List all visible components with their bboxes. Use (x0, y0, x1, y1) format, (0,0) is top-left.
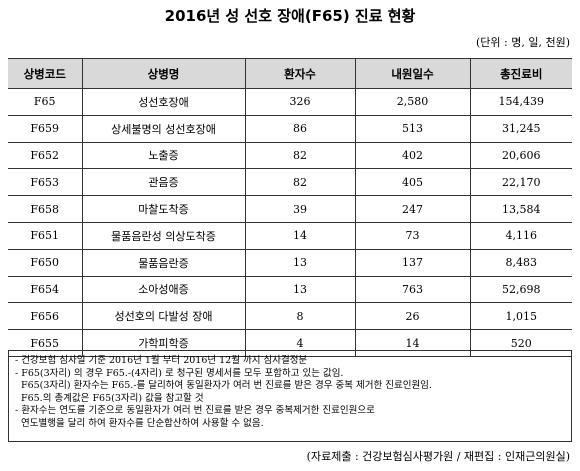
table-cell: 4,116 (469, 221, 572, 250)
table-cell: 물품음란성 의상도착증 (81, 221, 246, 250)
table-row: F656 성선호의 다발성 장애 8 26 1,015 (8, 302, 572, 331)
table-row: F655 가학피학증 4 14 520 (8, 329, 572, 357)
table-cell: 73 (354, 221, 471, 250)
table-row: F659 상세불명의 성선호장애 86 513 31,245 (8, 114, 572, 143)
note-line: F65(3자리) 환자수는 F65.-를 달리하여 동일환자가 여러 번 진료를… (21, 380, 432, 391)
table-cell: 2,580 (354, 88, 471, 116)
table-row: F650 물품음란증 13 137 8,483 (8, 248, 572, 277)
table-cell: 8 (244, 302, 356, 331)
table-body: F65 성선호장애 326 2,580 154,439 F659 상세불명의 성선호장애 86… (8, 88, 572, 357)
table-cell: F651 (8, 221, 83, 250)
table-cell: 가학피학증 (81, 329, 246, 357)
table-cell: 763 (354, 275, 471, 304)
table-cell: 52,698 (469, 275, 572, 304)
table-row: F652 노출증 82 402 20,606 (8, 141, 572, 170)
table-cell: 상세불명의 성선호장애 (81, 114, 246, 143)
table-cell: 14 (354, 329, 471, 357)
table-cell: 86 (244, 114, 356, 143)
table-row: F651 물품음란성 의상도착증 14 73 4,116 (8, 221, 572, 250)
table-cell: 8,483 (469, 248, 572, 277)
table-cell: 13 (244, 275, 356, 304)
table-row: F65 성선호장애 326 2,580 154,439 (8, 88, 572, 116)
table-cell: 13 (244, 248, 356, 277)
table-cell: F656 (8, 302, 83, 331)
table-cell: 26 (354, 302, 471, 331)
note-line: - 건강보험 심사일 기준 2016년 1월 부터 2016년 12월 까지 심… (15, 355, 308, 366)
table-cell: 513 (354, 114, 471, 143)
table-cell: 성선호의 다발성 장애 (81, 302, 246, 331)
table: 상병코드 상병명 환자수 내원일수 총진료비 F65 성선호장애 326 2,580 154,4… (8, 58, 572, 357)
table-cell: 성선호장애 (81, 88, 246, 116)
table-cell: 137 (354, 248, 471, 277)
table-cell: 402 (354, 141, 471, 170)
column-header: 상병코드 (8, 58, 83, 89)
table-cell: 22,170 (469, 168, 572, 197)
table-cell: 82 (244, 141, 356, 170)
source: (자료제출 : 건강보험심사평가원 / 재편집 : 인재근의원실) (306, 450, 570, 463)
table-cell: F65 (8, 88, 83, 116)
column-header: 내원일수 (354, 58, 471, 89)
title: 2016년 성 선호 장애(F65) 진료 현황 (164, 7, 416, 25)
table-cell: 154,439 (469, 88, 572, 116)
table-cell: 1,015 (469, 302, 572, 331)
table-cell: 39 (244, 195, 356, 223)
table-cell: 405 (354, 168, 471, 197)
table-row: F654 소아성애증 13 763 52,698 (8, 275, 572, 304)
note-line: 연도별행을 달리 하여 환자수를 단순합산하여 사용할 수 없음. (21, 417, 264, 429)
unit: (단위 : 명, 일, 천원) (476, 36, 570, 49)
table-cell: F654 (8, 275, 83, 304)
column-header: 환자수 (244, 58, 356, 89)
notes: - 건강보험 심사일 기준 2016년 1월 부터 2016년 12월 까지 심… (8, 350, 572, 442)
table-cell: 520 (469, 329, 572, 357)
table-cell: 247 (354, 195, 471, 223)
column-header: 상병명 (81, 58, 246, 89)
table-cell: 관음증 (81, 168, 246, 197)
column-header: 총진료비 (469, 58, 572, 89)
note-line: F65.의 총계값은 F65(3자리) 값을 참고할 것 (21, 392, 204, 404)
note-line: - F65(3자리) 의 경우 F65.-(4자리) 로 청구된 명세서를 모두… (15, 367, 344, 379)
table-cell: 31,245 (469, 114, 572, 143)
note-line: - 환자수는 연도를 기준으로 동일환자가 여러 번 진료를 받은 경우 중복제… (15, 405, 375, 416)
table-cell: 노출증 (81, 141, 246, 170)
table-cell: F655 (8, 329, 83, 357)
table-cell: 326 (244, 88, 356, 116)
header-row: 상병코드 상병명 환자수 내원일수 총진료비 (8, 58, 572, 89)
table-cell: F659 (8, 114, 83, 143)
table-row: F658 마찰도착증 39 247 13,584 (8, 195, 572, 223)
table-cell: 82 (244, 168, 356, 197)
table-cell: F658 (8, 195, 83, 223)
table-cell: 마찰도착증 (81, 195, 246, 223)
table-cell: 4 (244, 329, 356, 357)
table-cell: 13,584 (469, 195, 572, 223)
table-cell: F652 (8, 141, 83, 170)
table-row: F653 관음증 82 405 22,170 (8, 168, 572, 197)
table-cell: F650 (8, 248, 83, 277)
table-cell: 물품음란증 (81, 248, 246, 277)
table-cell: 20,606 (469, 141, 572, 170)
table-cell: 14 (244, 221, 356, 250)
table-cell: F653 (8, 168, 83, 197)
table-cell: 소아성애증 (81, 275, 246, 304)
